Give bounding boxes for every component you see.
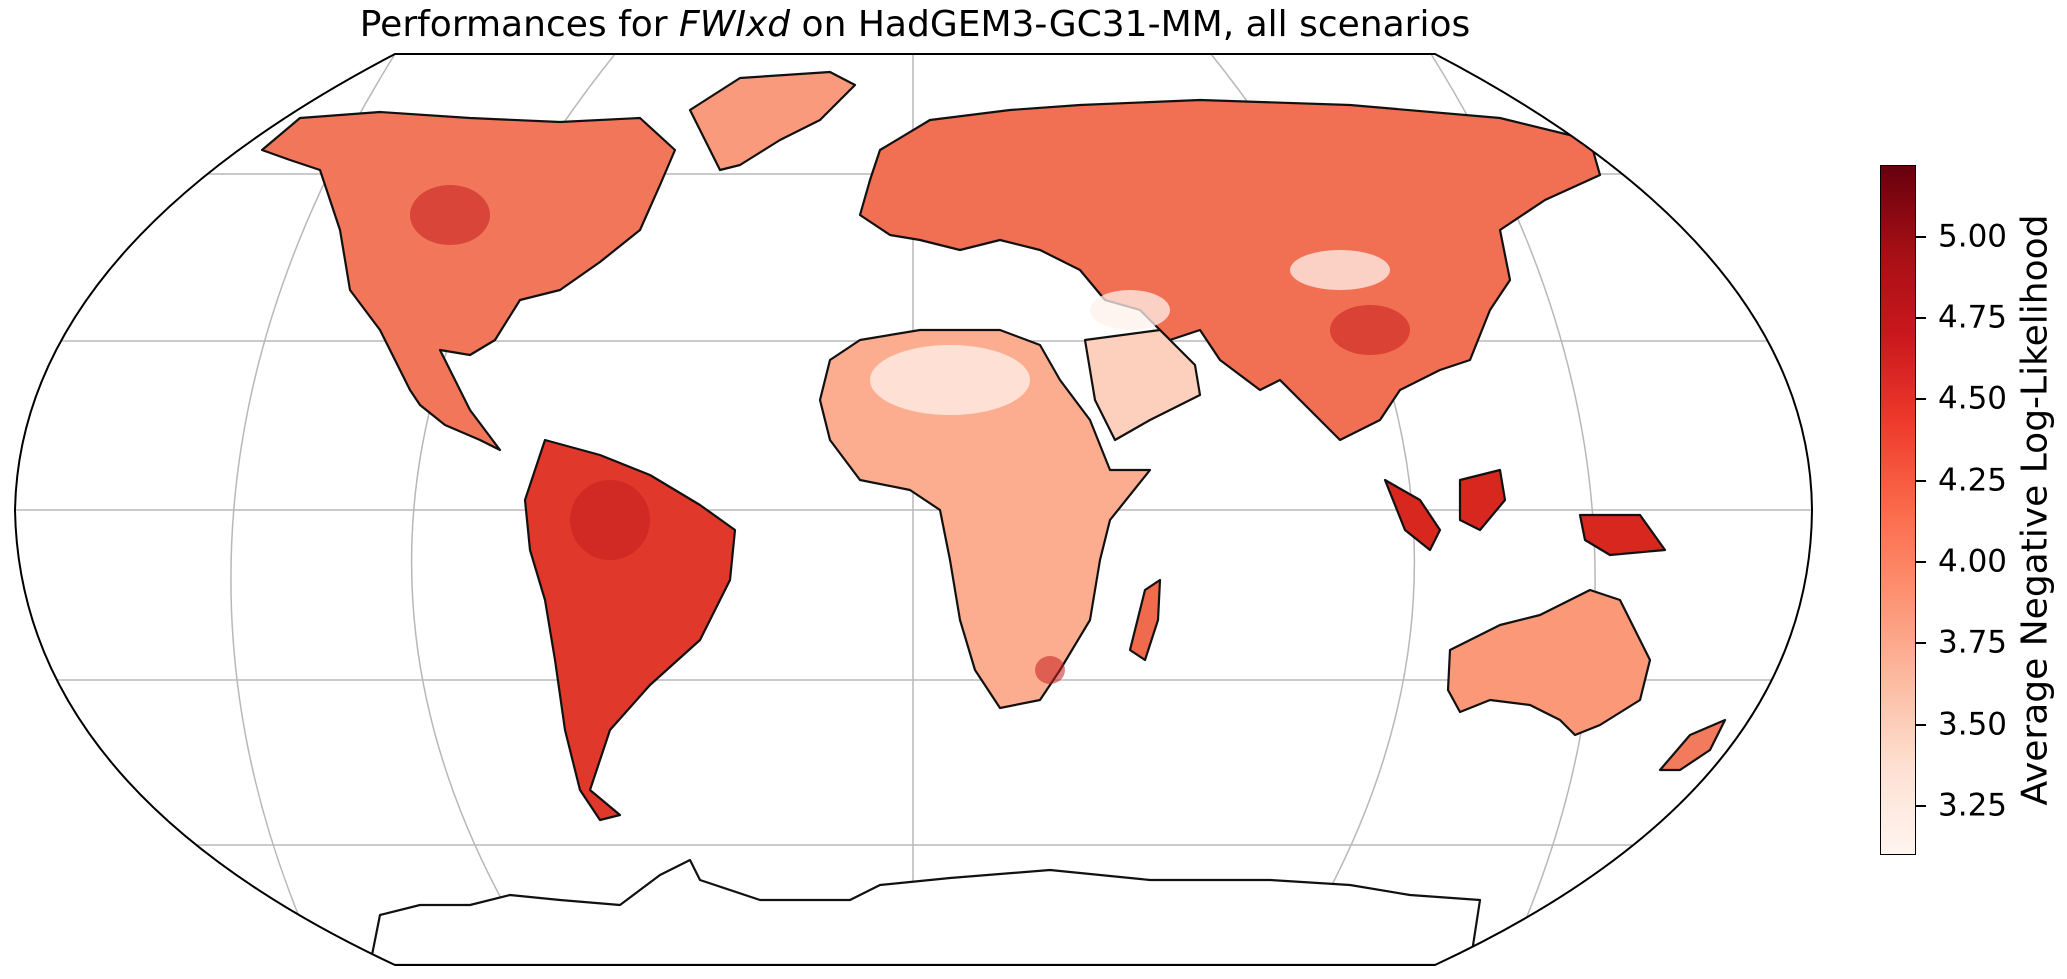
land-field bbox=[260, 70, 1727, 965]
low-nll-regions bbox=[870, 250, 1390, 415]
figure-title: Performances for FWIxd on HadGEM3-GC31-M… bbox=[0, 4, 1830, 45]
colorbar-tick-label: 5.00 bbox=[1938, 218, 2008, 255]
world-map bbox=[13, 53, 1814, 966]
colorbar-tick-mark bbox=[1916, 642, 1926, 645]
colorbar-tick-label: 4.75 bbox=[1938, 299, 2008, 336]
australia bbox=[1446, 588, 1652, 737]
colorbar-tick-mark bbox=[1916, 561, 1926, 564]
new-zealand bbox=[1658, 718, 1727, 772]
colorbar-tick-label: 3.50 bbox=[1938, 706, 2008, 743]
colorbar-tick-mark bbox=[1916, 805, 1926, 808]
colorbar-tick-label: 3.75 bbox=[1938, 624, 2008, 661]
title-prefix: Performances for bbox=[359, 4, 680, 45]
antarctica bbox=[368, 858, 1482, 965]
north-america bbox=[260, 110, 677, 452]
madagascar bbox=[1128, 578, 1162, 662]
globe-outline bbox=[13, 53, 1814, 966]
colorbar-tick-label: 4.25 bbox=[1938, 462, 2008, 499]
title-variable: FWIxd bbox=[679, 4, 791, 45]
colorbar-tick-mark bbox=[1916, 235, 1926, 238]
colorbar-tick-label: 4.00 bbox=[1938, 543, 2008, 580]
africa bbox=[818, 328, 1152, 710]
greenland bbox=[688, 70, 857, 172]
high-nll-regions bbox=[410, 185, 1410, 684]
colorbar-tick-label: 4.50 bbox=[1938, 380, 2008, 417]
colorbar-label: Average Negative Log-Likelihood bbox=[2014, 214, 2056, 806]
colorbar-tick-mark bbox=[1916, 398, 1926, 401]
eurasia bbox=[858, 98, 1602, 442]
title-suffix: on HadGEM3-GC31-MM, all scenarios bbox=[790, 4, 1471, 45]
colorbar-tick-label: 3.25 bbox=[1938, 787, 2008, 824]
colorbar-tick-mark bbox=[1916, 479, 1926, 482]
colorbar bbox=[1880, 165, 1916, 855]
indonesia bbox=[1383, 468, 1667, 557]
colorbar-tick-mark bbox=[1916, 316, 1926, 319]
colorbar-tick-mark bbox=[1916, 723, 1926, 726]
arabia bbox=[1083, 328, 1202, 442]
